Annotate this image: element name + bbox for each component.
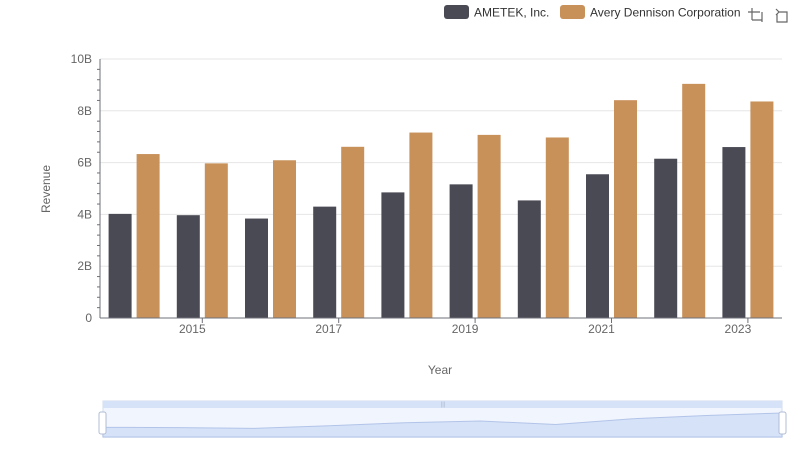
bar-ametek-2018[interactable] [381, 192, 405, 318]
legend: AMETEK, Inc. Avery Dennison Corporation [444, 5, 741, 20]
axes [97, 59, 782, 323]
data-zoom-right-handle[interactable] [778, 411, 787, 435]
bar-avery-2014[interactable] [136, 154, 160, 318]
bar-avery-2019[interactable] [477, 134, 501, 318]
bar-avery-2022[interactable] [682, 83, 706, 318]
x-axis-title: Year [428, 363, 452, 377]
x-tick-label: 2023 [725, 322, 752, 336]
data-zoom-selected-range[interactable] [103, 408, 782, 437]
bar-ametek-2019[interactable] [449, 184, 473, 318]
x-tick-label: 2015 [179, 322, 206, 336]
legend-label-avery: Avery Dennison Corporation [590, 6, 741, 20]
bar-avery-2016[interactable] [273, 160, 296, 318]
x-tick-label: 2017 [315, 322, 342, 336]
bar-ametek-2016[interactable] [245, 218, 268, 318]
y-tick-label: 10B [71, 52, 92, 66]
bar-ametek-2014[interactable] [108, 213, 132, 318]
grid-lines [100, 58, 782, 267]
y-tick-label: 8B [77, 104, 92, 118]
bar-ametek-2021[interactable] [586, 174, 609, 318]
bar-avery-2021[interactable] [614, 100, 637, 318]
y-tick-label: 6B [77, 156, 92, 170]
y-tick-label: 0 [85, 311, 92, 325]
y-axis-title: Revenue [39, 165, 53, 213]
data-zoom-slider[interactable]: ||| [98, 400, 787, 438]
zoom-select-icon[interactable] [748, 8, 763, 22]
bar-ametek-2023[interactable] [722, 147, 746, 318]
bar-avery-2023[interactable] [750, 101, 774, 318]
restore-icon[interactable] [775, 8, 788, 23]
x-axis-tick-labels: 2015 2017 2019 2021 2023 [179, 322, 752, 336]
legend-swatch-avery [560, 5, 585, 19]
data-zoom-handle-bar[interactable] [103, 401, 782, 408]
bar-ametek-2020[interactable] [517, 200, 541, 318]
x-tick-label: 2021 [588, 322, 615, 336]
bar-ametek-2015[interactable] [176, 215, 200, 318]
bar-avery-2018[interactable] [409, 132, 433, 318]
data-zoom-grip-icon: ||| [441, 402, 446, 408]
bars[interactable] [108, 83, 774, 318]
legend-item-ametek[interactable]: AMETEK, Inc. [444, 5, 549, 20]
y-tick-label: 4B [77, 207, 92, 221]
y-tick-label: 2B [77, 259, 92, 273]
legend-item-avery[interactable]: Avery Dennison Corporation [560, 5, 741, 20]
bar-ametek-2022[interactable] [654, 158, 678, 318]
bar-ametek-2017[interactable] [313, 206, 337, 318]
legend-swatch-ametek [444, 5, 469, 19]
data-zoom-preview-area [102, 412, 783, 438]
bar-avery-2015[interactable] [204, 163, 228, 318]
bar-avery-2020[interactable] [545, 137, 569, 318]
x-tick-label: 2019 [452, 322, 479, 336]
legend-label-ametek: AMETEK, Inc. [474, 6, 549, 20]
data-zoom-left-handle[interactable] [98, 411, 107, 435]
bar-avery-2017[interactable] [341, 146, 365, 318]
y-axis-tick-labels: 0 2B 4B 6B 8B 10B [71, 52, 93, 325]
